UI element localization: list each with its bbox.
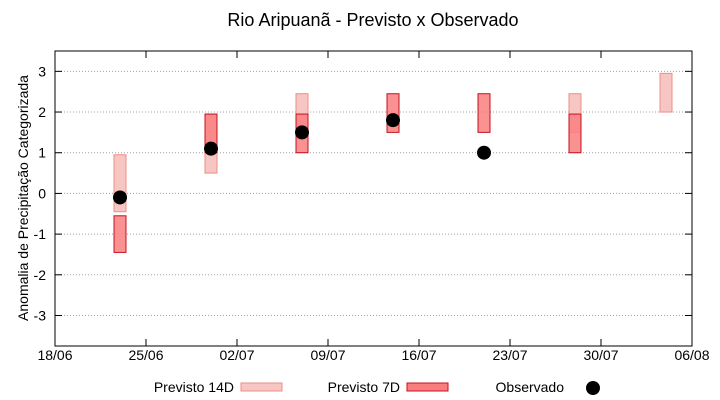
y-tick-label: 2: [38, 104, 46, 120]
y-tick-label: 3: [38, 63, 46, 79]
observed-points: [113, 113, 491, 205]
legend-forecast-7d-label: Previsto 7D: [328, 379, 400, 395]
legend-observed-label: Observado: [496, 379, 565, 395]
axis-ticks: 3 2 1 0 -1 -2 -3 18/06 25/06 02/07 09/07 16/07 23/07…: [34, 51, 710, 363]
legend-forecast-14d-swatch: [240, 382, 283, 392]
forecast-7d-bar: [113, 215, 127, 253]
legend-forecast-7d-swatch: [406, 382, 449, 392]
y-tick-label: -2: [34, 267, 47, 283]
grid: [55, 70, 692, 316]
range-bars: [113, 72, 673, 253]
observed-point: [204, 141, 218, 156]
x-tick-label: 25/06: [128, 347, 163, 363]
observed-point: [477, 145, 491, 160]
x-tick-label: 18/06: [37, 347, 72, 363]
x-tick-label: 09/07: [310, 347, 345, 363]
x-tick-label: 16/07: [401, 347, 436, 363]
legend-forecast-14d-label: Previsto 14D: [154, 379, 234, 395]
legend: Previsto 14D Previsto 7D Observado: [154, 379, 600, 395]
x-tick-label: 30/07: [583, 347, 618, 363]
plot-frame: [54, 50, 693, 347]
y-tick-label: -3: [34, 307, 47, 323]
x-tick-label: 06/08: [674, 347, 709, 363]
x-tick-label: 02/07: [219, 347, 254, 363]
observed-point: [386, 113, 400, 128]
x-tick-label: 23/07: [492, 347, 527, 363]
observed-point: [113, 190, 127, 205]
legend-observed-marker: [586, 381, 600, 395]
y-tick-label: 1: [38, 145, 46, 161]
y-axis-label: Anomalia de Precipitação Categorizada: [15, 75, 31, 321]
y-tick-label: -1: [34, 226, 47, 242]
forecast-7d-bar: [477, 93, 491, 133]
observed-point: [295, 125, 309, 140]
forecast-14d-bar: [659, 72, 673, 113]
chart-title: Rio Aripuanã - Previsto x Observado: [227, 10, 518, 30]
forecast-7d-bar: [568, 113, 582, 154]
y-tick-label: 0: [38, 185, 46, 201]
